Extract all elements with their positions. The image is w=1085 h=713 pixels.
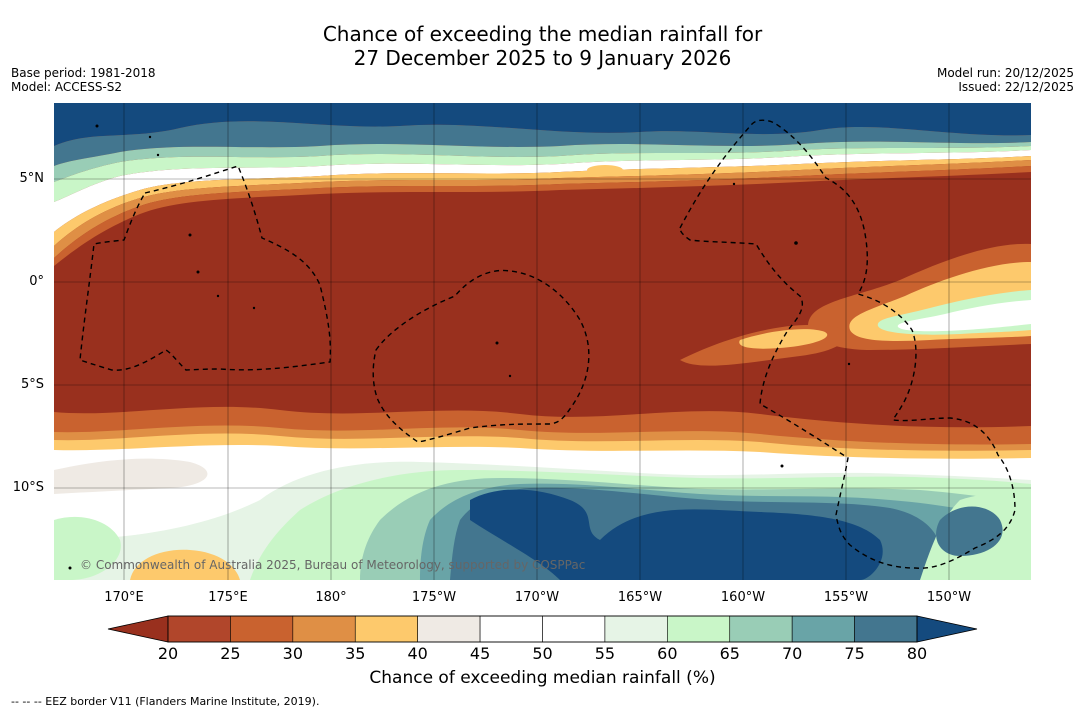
islands — [68, 124, 851, 570]
island — [156, 153, 160, 157]
lon-label-160w: 160°W — [720, 590, 766, 605]
eez-kiribati-gilbert — [79, 165, 332, 371]
colorbar-low-extension — [107, 615, 169, 643]
meta-right: Model run: 20/12/2025 Issued: 22/12/2025 — [937, 66, 1074, 94]
island — [732, 182, 736, 186]
colorbar-cell — [479, 615, 543, 643]
lat-label-0: 0° — [29, 274, 44, 289]
lon-label-180: 180° — [315, 590, 347, 605]
colorbar-tick-label: 40 — [407, 644, 428, 663]
lon-label-175w: 175°W — [411, 590, 457, 605]
colorbar-tick-label: 35 — [345, 644, 366, 663]
lon-label-170e: 170°E — [104, 590, 144, 605]
colorbar-cell — [854, 615, 918, 643]
colorbar-tick-label: 50 — [532, 644, 553, 663]
south-right-blue — [936, 506, 1003, 556]
island — [508, 374, 512, 378]
eez-borders — [79, 119, 1016, 569]
north-band-pale-green — [54, 146, 1031, 202]
lon-label-155w: 155°W — [823, 590, 869, 605]
colorbar-cell — [354, 615, 418, 643]
colorbar-cell — [417, 615, 481, 643]
north-band-teal — [54, 121, 1031, 166]
island — [252, 306, 256, 310]
colorbar-cell — [167, 615, 231, 643]
island — [148, 135, 152, 139]
colorbar-tick-label: 55 — [594, 644, 616, 663]
colorbar-tick-label: 20 — [157, 644, 179, 663]
lat-label-10s: 10°S — [12, 480, 44, 495]
issued-date: Issued: 22/12/2025 — [958, 80, 1074, 94]
colorbar-cell — [542, 615, 606, 643]
grid-lines — [54, 103, 1031, 580]
north-yellow-blob — [587, 165, 623, 175]
lon-label-150w: 150°W — [926, 590, 972, 605]
colorbar-tick-label: 65 — [719, 644, 740, 663]
north-band-white — [54, 150, 1031, 232]
chart-title: Chance of exceeding the median rainfall … — [0, 22, 1085, 70]
island — [188, 233, 192, 237]
north-band-light-green — [54, 141, 1031, 182]
island — [95, 124, 99, 128]
colorbar-tick-label: 70 — [781, 644, 803, 663]
colorbar-cell — [791, 615, 855, 643]
title-line-1: Chance of exceeding the median rainfall … — [322, 22, 763, 46]
east-tongue-white — [897, 300, 1031, 332]
island — [495, 341, 499, 345]
island — [847, 362, 851, 366]
eez-kiribati-line — [679, 119, 1016, 569]
lon-label-170w: 170°W — [514, 590, 560, 605]
lon-label-175e: 175°E — [208, 590, 248, 605]
lat-label-5s: 5°S — [20, 377, 44, 392]
colorbar — [107, 615, 978, 643]
island — [216, 294, 220, 298]
colorbar-cell — [729, 615, 793, 643]
colorbar-cell — [292, 615, 356, 643]
colorbar-cells — [167, 615, 918, 643]
rainfall-map — [54, 103, 1031, 580]
model-name: Model: ACCESS-S2 — [11, 80, 123, 94]
mid-tongue-yellow — [739, 329, 828, 349]
colorbar-tick-label: 45 — [469, 644, 491, 663]
island — [780, 464, 784, 468]
south-left-green-patch — [54, 516, 121, 580]
colorbar-frame — [167, 615, 918, 643]
island — [794, 241, 798, 245]
colorbar-cell — [604, 615, 668, 643]
colorbar-tick-label: 60 — [657, 644, 678, 663]
colorbar-cell — [230, 615, 294, 643]
model-run: Model run: 20/12/2025 — [936, 66, 1074, 80]
title-line-2: 27 December 2025 to 9 January 2026 — [353, 46, 732, 70]
colorbar-high-extension — [916, 615, 978, 643]
island — [68, 566, 72, 570]
island — [196, 270, 200, 274]
south-grey-patches — [54, 458, 208, 494]
eez-kiribati-phoenix — [372, 269, 590, 443]
colorbar-tick-label: 25 — [220, 644, 241, 663]
lon-label-165w: 165°W — [617, 590, 663, 605]
base-period: Base period: 1981-2018 — [11, 66, 156, 80]
lat-label-5n: 5°N — [19, 171, 45, 186]
eez-footnote: -- -- -- EEZ border V11 (Flanders Marine… — [11, 695, 320, 708]
map-credit: © Commonwealth of Australia 2025, Bureau… — [80, 558, 586, 572]
north-band-rust — [54, 166, 1031, 266]
colorbar-label: Chance of exceeding median rainfall (%) — [369, 668, 716, 688]
colorbar-tick-label: 75 — [844, 644, 865, 663]
colorbar-tick-label: 30 — [282, 644, 303, 663]
north-band-orange — [54, 160, 1031, 258]
north-band-dark-blue — [54, 103, 1031, 146]
north-band-yellow — [54, 156, 1031, 246]
colorbar-cell — [667, 615, 731, 643]
south-yellow-patch — [130, 549, 240, 580]
meta-left: Base period: 1981-2018 Model: ACCESS-S2 — [11, 66, 156, 94]
colorbar-tick-label: 80 — [906, 644, 928, 663]
south-dark-blue — [470, 489, 883, 580]
